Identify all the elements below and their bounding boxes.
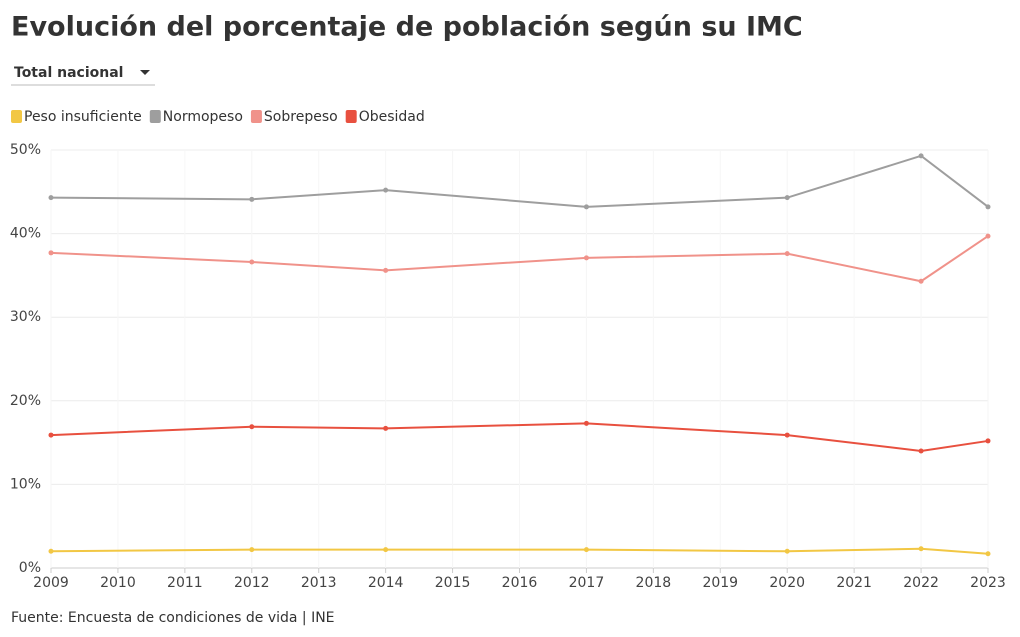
x-tick-label: 2021 bbox=[836, 575, 872, 591]
point bbox=[383, 267, 389, 273]
point bbox=[784, 548, 790, 554]
x-tick-label: 2019 bbox=[702, 575, 738, 591]
dropdown[interactable]: Total nacional bbox=[11, 65, 155, 86]
point bbox=[249, 424, 255, 430]
x-tick-label: 2014 bbox=[368, 575, 404, 591]
plot-area: 0% 10% 20% 30% 40% 50% 2009 2010 2011 2012 2013 201… bbox=[10, 142, 1006, 591]
point bbox=[48, 195, 54, 201]
x-tick-label: 2012 bbox=[234, 575, 270, 591]
x-tick-label: 2013 bbox=[301, 575, 337, 591]
point bbox=[918, 448, 924, 454]
legend-label: Sobrepeso bbox=[264, 109, 338, 125]
dropdown-arrow[interactable] bbox=[140, 70, 150, 75]
point bbox=[985, 233, 991, 239]
point bbox=[383, 425, 389, 431]
legend-swatch bbox=[250, 110, 262, 123]
y-tick-label: 30% bbox=[10, 309, 41, 325]
point bbox=[583, 420, 589, 426]
point bbox=[249, 259, 255, 265]
point bbox=[249, 196, 255, 202]
x-tick-label: 2020 bbox=[769, 575, 805, 591]
point bbox=[784, 251, 790, 257]
dropdown-label[interactable]: Total nacional bbox=[14, 65, 123, 81]
x-tick-label: 2017 bbox=[569, 575, 605, 591]
y-tick-label: 10% bbox=[10, 476, 41, 492]
y-tick-label: 20% bbox=[10, 393, 41, 409]
point bbox=[583, 204, 589, 210]
legend: Peso insuficiente Normopeso Sobrepeso Obesi… bbox=[11, 109, 425, 125]
point bbox=[985, 438, 991, 444]
point bbox=[784, 195, 790, 201]
legend-swatch bbox=[149, 110, 161, 123]
point bbox=[383, 547, 389, 553]
legend-swatch bbox=[11, 110, 22, 123]
x-tick-label: 2016 bbox=[502, 575, 538, 591]
legend-label: Normopeso bbox=[163, 109, 243, 125]
x-tick-label: 2023 bbox=[970, 575, 1006, 591]
point bbox=[583, 255, 589, 261]
point bbox=[583, 547, 589, 553]
legend-label: Peso insuficiente bbox=[24, 109, 142, 125]
point bbox=[48, 432, 54, 438]
point bbox=[918, 153, 924, 159]
point bbox=[48, 250, 54, 256]
chart-title: Evolución del porcentaje de población se… bbox=[11, 12, 803, 43]
point bbox=[918, 278, 924, 284]
x-tick-label: 2010 bbox=[100, 575, 136, 591]
point bbox=[918, 546, 924, 552]
legend-swatch bbox=[345, 110, 357, 123]
legend-label: Obesidad bbox=[359, 109, 425, 125]
y-tick-label: 40% bbox=[10, 226, 41, 242]
point bbox=[249, 547, 255, 553]
point bbox=[48, 548, 54, 554]
x-tick-label: 2009 bbox=[33, 575, 69, 591]
point bbox=[985, 204, 991, 210]
y-tick-label: 0% bbox=[19, 560, 41, 576]
point bbox=[985, 551, 991, 557]
source: Fuente: Encuesta de condiciones de vida … bbox=[11, 610, 335, 626]
x-tick-label: 2022 bbox=[903, 575, 939, 591]
x-tick-label: 2018 bbox=[636, 575, 672, 591]
y-tick-label: 50% bbox=[10, 142, 41, 158]
point bbox=[383, 187, 389, 193]
x-tick-label: 2015 bbox=[435, 575, 471, 591]
x-tick-label: 2011 bbox=[167, 575, 203, 591]
point bbox=[784, 432, 790, 438]
